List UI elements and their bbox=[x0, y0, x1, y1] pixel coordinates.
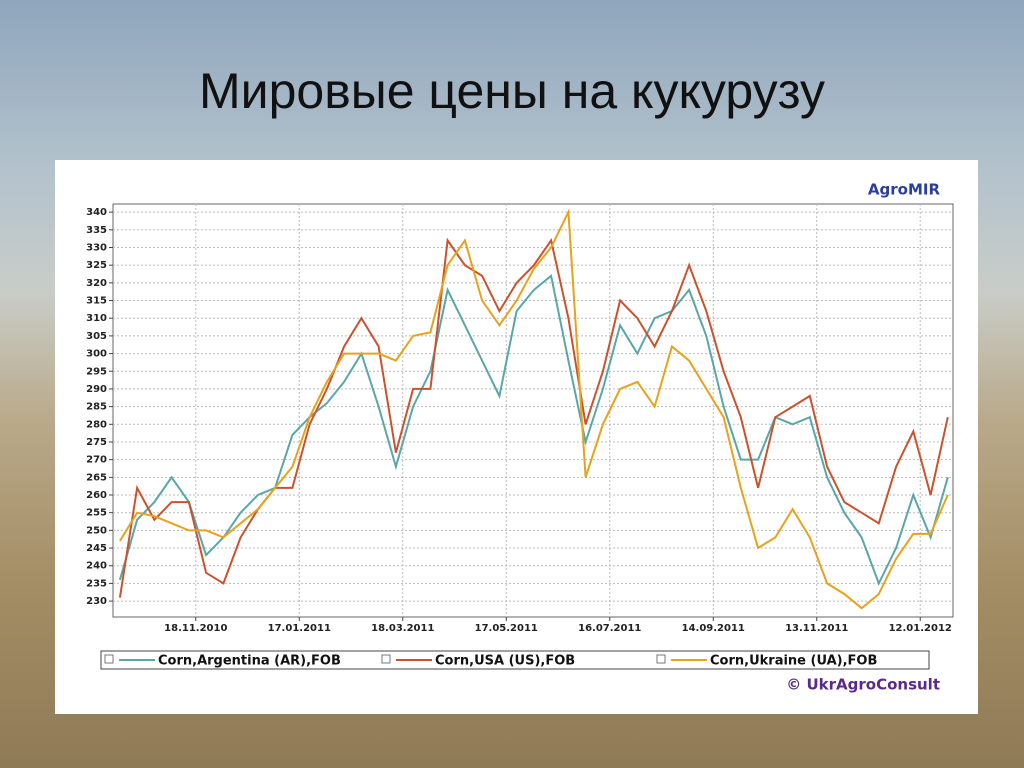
x-tick-label: 14.09.2011 bbox=[682, 623, 745, 634]
x-tick-label: 12.01.2012 bbox=[889, 623, 952, 634]
y-tick-label: 285 bbox=[86, 402, 107, 413]
y-tick-label: 300 bbox=[86, 349, 107, 360]
legend-label: Corn,USA (US),FOB bbox=[435, 654, 575, 669]
y-tick-label: 290 bbox=[86, 384, 107, 395]
y-tick-label: 240 bbox=[86, 561, 107, 572]
brand-label: AgroMIR bbox=[868, 181, 941, 199]
legend-box bbox=[100, 650, 930, 670]
y-tick-label: 280 bbox=[86, 419, 107, 430]
copyright-label: © UkrAgroConsult bbox=[786, 676, 940, 694]
y-tick-label: 245 bbox=[86, 543, 107, 554]
y-tick-label: 305 bbox=[86, 331, 107, 342]
x-tick-label: 17.01.2011 bbox=[268, 623, 331, 634]
x-tick-label: 18.11.2010 bbox=[164, 623, 227, 634]
y-tick-label: 310 bbox=[86, 313, 107, 324]
x-tick-label: 18.03.2011 bbox=[371, 623, 434, 634]
legend-label: Corn,Ukraine (UA),FOB bbox=[710, 654, 877, 669]
y-tick-label: 230 bbox=[86, 596, 107, 607]
series-line bbox=[119, 208, 949, 610]
legend-checkbox bbox=[381, 654, 391, 664]
y-tick-label: 250 bbox=[86, 525, 107, 536]
y-tick-label: 255 bbox=[86, 508, 107, 519]
slide-title: Мировые цены на кукурузу bbox=[199, 63, 825, 119]
y-tick-label: 340 bbox=[86, 207, 107, 218]
y-tick-label: 295 bbox=[86, 366, 107, 377]
y-tick-label: 265 bbox=[86, 472, 107, 483]
y-tick-label: 315 bbox=[86, 296, 107, 307]
y-tick-label: 235 bbox=[86, 578, 107, 589]
legend-checkbox bbox=[656, 654, 666, 664]
x-tick-label: 16.07.2011 bbox=[578, 623, 641, 634]
y-tick-label: 275 bbox=[86, 437, 107, 448]
legend-checkbox bbox=[104, 654, 114, 664]
x-tick-label: 17.05.2011 bbox=[475, 623, 538, 634]
series-line bbox=[118, 273, 949, 586]
y-tick-label: 270 bbox=[86, 455, 107, 466]
y-tick-label: 260 bbox=[86, 490, 107, 501]
x-tick-label: 13.11.2011 bbox=[785, 623, 848, 634]
y-tick-label: 330 bbox=[86, 242, 107, 253]
y-tick-label: 325 bbox=[86, 260, 107, 271]
y-tick-label: 320 bbox=[86, 278, 107, 289]
y-tick-label: 335 bbox=[86, 225, 107, 236]
legend-label: Corn,Argentina (AR),FOB bbox=[158, 654, 341, 669]
